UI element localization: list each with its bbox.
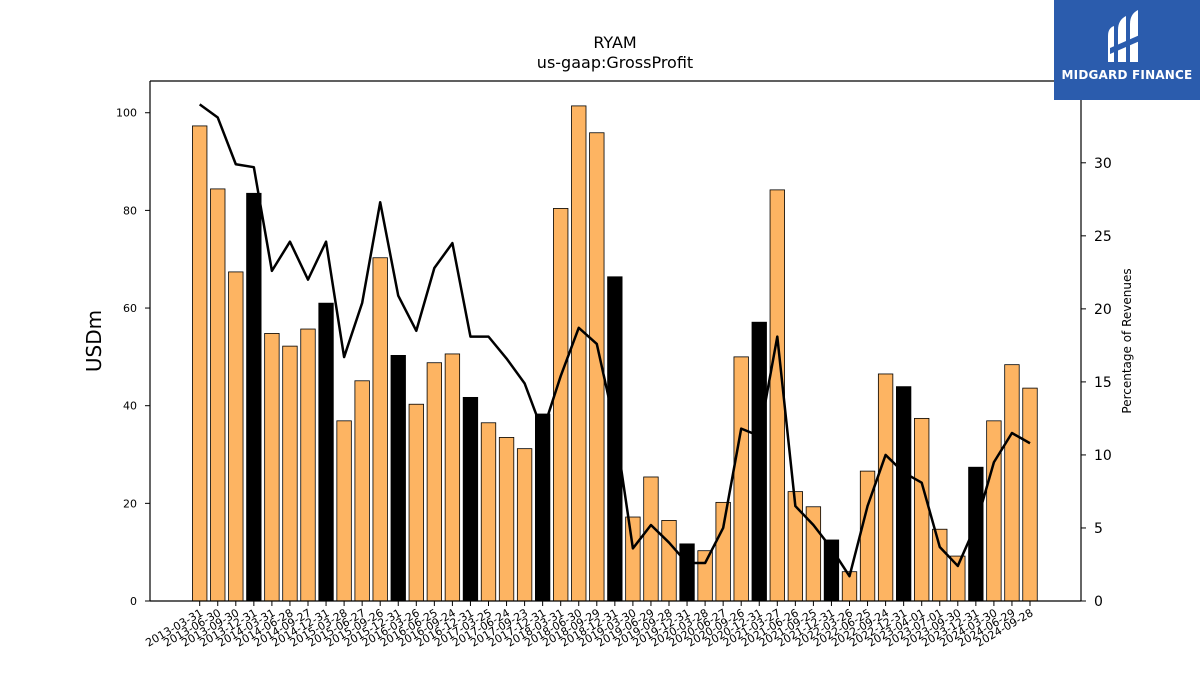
y-axis-label-left: USDm [82,310,106,372]
bar-2014-06-28 [282,345,298,602]
y2-tick-label-0: 0 [1094,594,1103,610]
bar-2018-03-31 [553,208,569,602]
y2-tick-label-15: 15 [1094,375,1112,391]
bar-2021-06-26 [787,491,803,602]
percentage-line [198,103,1031,578]
bar-2022-09-24 [877,373,894,602]
bar-2017-06-24 [498,437,515,602]
bar-2016-12-31 [462,396,479,602]
bar-2019-12-31 [679,543,695,602]
bar-2017-09-23 [516,448,533,602]
bar-2016-03-26 [408,403,424,602]
bar-2014-12-31 [318,302,334,602]
y-axis-label-right: Percentage of Revenues [1120,268,1134,413]
y2-tick-label-20: 20 [1094,302,1112,318]
bar-2020-03-28 [697,550,713,602]
y-tick-label-40: 40 [123,400,137,413]
bar-2022-12-31 [896,386,912,602]
logo-text: MIDGARD FINANCE [1061,68,1193,82]
bar-2020-06-27 [715,501,731,602]
bar-2017-03-25 [480,422,497,602]
bar-2013-03-31 [192,125,208,602]
bar-2018-06-30 [571,105,587,602]
chart-subtitle: us-gaap:GrossProfit [537,53,693,72]
axes-group: 0204060801000510152025302013-03-312013-0… [116,80,1112,650]
bar-2013-12-31 [246,192,262,602]
bar-2015-09-26 [372,257,388,602]
bar-2016-06-25 [426,362,443,602]
bars-group [192,105,1038,602]
bar-2023-07-01 [932,528,948,602]
y-tick-label-0: 0 [130,595,137,608]
bar-2018-12-31 [607,276,623,602]
y-tick-label-80: 80 [123,204,137,217]
y-tick-label-60: 60 [123,302,137,315]
y2-tick-label-10: 10 [1094,448,1112,464]
bar-2019-09-28 [661,520,677,602]
y2-tick-label-30: 30 [1094,156,1112,172]
bar-2024-09-28 [1022,387,1038,602]
bar-2015-12-31 [390,354,406,602]
bar-2013-09-30 [228,271,244,602]
bar-2019-06-29 [643,476,659,602]
bar-2014-03-31 [264,333,280,602]
bar-2024-06-29 [1004,364,1020,602]
midgard-finance-logo: MIDGARD FINANCE [1054,0,1200,100]
bar-2019-03-30 [625,516,641,602]
bar-2023-04-01 [914,417,930,602]
bar-2015-06-27 [354,380,370,602]
percentage-line-group [198,103,1031,578]
bar-2014-09-27 [300,328,316,602]
bar-2017-12-31 [535,413,551,602]
bar-2024-03-30 [986,420,1002,602]
bar-2013-06-30 [210,188,226,602]
y-tick-label-100: 100 [116,107,137,120]
chart-title: RYAM [593,33,636,52]
bar-2015-03-28 [336,420,352,602]
logo-mark-icon [1108,10,1142,62]
bar-2020-09-26 [733,356,749,602]
bar-2023-09-30 [950,555,966,602]
y-tick-label-20: 20 [123,497,137,510]
bar-2020-12-31 [751,321,767,602]
bar-2016-09-24 [444,353,461,602]
y2-tick-label-25: 25 [1094,229,1112,245]
y2-tick-label-5: 5 [1094,521,1103,537]
